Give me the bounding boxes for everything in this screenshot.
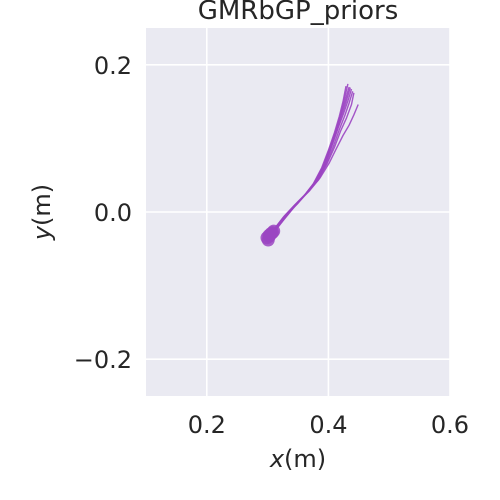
x-tick-labels: 0.2 0.4 0.6 — [188, 411, 469, 439]
x-tick-label: 0.4 — [309, 411, 347, 439]
trajectory-start-marker — [264, 226, 278, 240]
x-tick-label: 0.6 — [431, 411, 469, 439]
x-axis-label-unit: (m) — [284, 445, 326, 473]
chart-title: GMRbGP_priors — [198, 0, 399, 26]
y-tick-labels: −0.2 0.0 0.2 — [74, 52, 132, 374]
y-axis-label: y(m) — [28, 184, 56, 241]
series-layer — [260, 83, 359, 247]
y-tick-label: 0.2 — [94, 52, 132, 80]
y-tick-label: −0.2 — [74, 346, 132, 374]
x-tick-label: 0.2 — [188, 411, 226, 439]
x-axis-label-name: x — [269, 445, 285, 473]
y-axis-label-unit: (m) — [28, 184, 56, 226]
grid-lines — [146, 28, 451, 396]
x-axis-label: x(m) — [269, 445, 326, 473]
trajectory-line — [273, 104, 359, 232]
y-axis-label-name: y — [28, 225, 56, 241]
y-tick-label: 0.0 — [94, 199, 132, 227]
trajectory-line — [270, 91, 354, 234]
